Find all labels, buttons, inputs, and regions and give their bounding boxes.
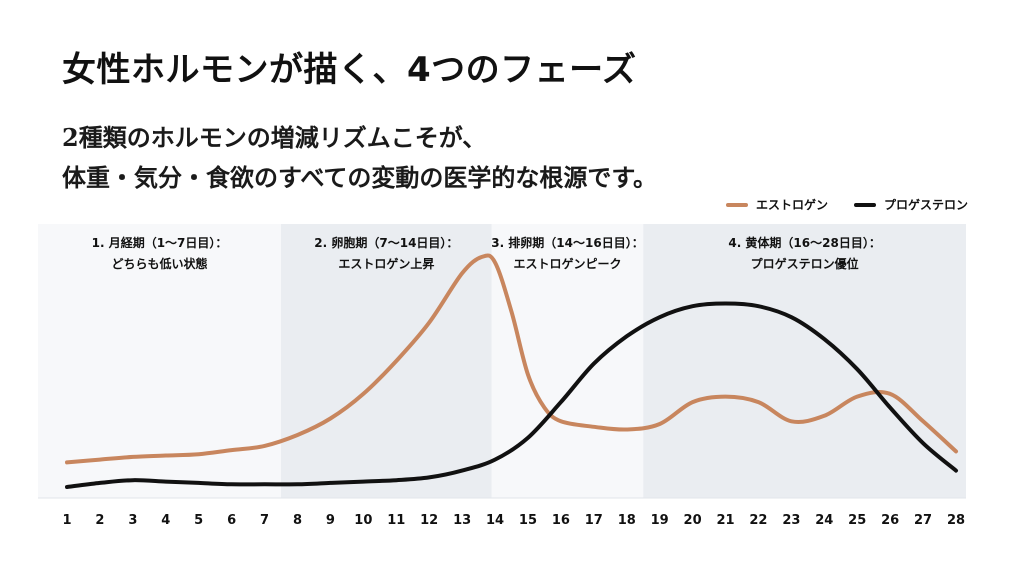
x-tick-label-5: 5 xyxy=(194,513,203,528)
x-tick-label-7: 7 xyxy=(260,513,269,528)
phase-label-4-line-2: プロゲステロン優位 xyxy=(751,256,859,271)
subtitle: 2種類のホルモンの増減リズムこそが、 体重・気分・食欲のすべての変動の医学的な根… xyxy=(62,118,657,198)
x-tick-label-26: 26 xyxy=(881,513,899,528)
x-tick-label-13: 13 xyxy=(453,513,471,528)
x-tick-label-28: 28 xyxy=(947,513,965,528)
x-tick-label-3: 3 xyxy=(128,513,137,528)
x-tick-label-21: 21 xyxy=(716,513,734,528)
legend-swatch-estrogen xyxy=(725,202,748,207)
phase-label-4-line-1: 4. 黄体期（16〜28日目）： xyxy=(728,235,881,250)
legend-item-estrogen: エストロゲン xyxy=(725,196,828,213)
x-tick-label-19: 19 xyxy=(651,513,669,528)
legend-label-estrogen: エストロゲン xyxy=(755,198,828,212)
phase-band-2 xyxy=(281,224,492,498)
page-title: 女性ホルモンが描く、4つのフェーズ xyxy=(62,50,637,90)
phase-label-1-line-2: どちらも低い状態 xyxy=(112,256,208,271)
x-tick-label-25: 25 xyxy=(848,513,866,528)
x-tick-label-1: 1 xyxy=(62,513,71,528)
x-tick-label-4: 4 xyxy=(161,513,170,528)
x-tick-label-10: 10 xyxy=(354,513,372,528)
x-tick-label-17: 17 xyxy=(585,513,603,528)
x-tick-label-8: 8 xyxy=(293,513,302,528)
x-tick-label-24: 24 xyxy=(815,513,833,528)
phase-band-1 xyxy=(38,224,282,498)
legend-label-progesterone: プロゲステロン xyxy=(883,198,968,212)
series-line-estrogen xyxy=(65,253,958,465)
phase-bands xyxy=(38,224,966,498)
x-tick-label-12: 12 xyxy=(420,513,438,528)
x-axis: 1 2 3 4 5 6 7 8 9 10 11 12 13 14 15 16 17 18 19 20 21 22 23 24 2… xyxy=(38,497,966,528)
x-tick-label-16: 16 xyxy=(552,513,570,528)
x-tick-label-18: 18 xyxy=(618,513,636,528)
x-tick-label-23: 23 xyxy=(782,513,800,528)
phase-label-2-line-1: 2. 卵胞期（7〜14日目）： xyxy=(314,235,458,250)
series-lines xyxy=(65,253,958,489)
phase-band-3 xyxy=(491,224,644,498)
x-tick-label-14: 14 xyxy=(486,513,504,528)
x-tick-label-6: 6 xyxy=(227,513,236,528)
x-tick-label-2: 2 xyxy=(95,513,104,528)
series-line-progesterone xyxy=(65,301,958,489)
chart-legend: エストロゲン プロゲステロン xyxy=(725,196,968,213)
subtitle-line-2: 体重・気分・食欲のすべての変動の医学的な根源です。 xyxy=(62,163,657,192)
phase-label-3-line-1: 3. 排卵期（14〜16日目）： xyxy=(491,235,644,250)
x-tick-label-9: 9 xyxy=(326,513,335,528)
x-tick-label-20: 20 xyxy=(684,513,702,528)
phase-labels: 1. 月経期（1〜7日目）： どちらも低い状態 2. 卵胞期（7〜14日目）： エスト… xyxy=(92,235,881,271)
x-tick-label-11: 11 xyxy=(387,513,405,528)
x-tick-label-22: 22 xyxy=(749,513,767,528)
legend-swatch-progesterone xyxy=(853,202,876,207)
x-tick-label-27: 27 xyxy=(914,513,932,528)
phase-band-4 xyxy=(643,224,966,498)
legend-item-progesterone: プロゲステロン xyxy=(853,196,968,213)
phase-label-3-line-2: エストロゲンピーク xyxy=(513,256,621,271)
phase-label-2-line-2: エストロゲン上昇 xyxy=(338,256,434,271)
subtitle-line-1: 2種類のホルモンの増減リズムこそが、 xyxy=(62,123,487,152)
phase-label-1-line-1: 1. 月経期（1〜7日目）： xyxy=(92,235,228,250)
x-tick-label-15: 15 xyxy=(519,513,537,528)
